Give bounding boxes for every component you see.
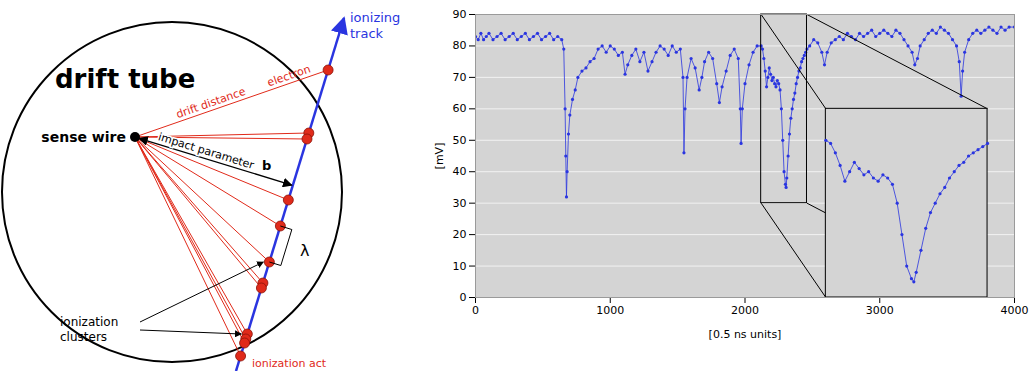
svg-text:60: 60 (453, 102, 467, 115)
svg-text:90: 90 (453, 8, 467, 21)
svg-text:[0.5 ns units]: [0.5 ns units] (709, 328, 782, 341)
svg-text:sense wire: sense wire (41, 129, 126, 145)
svg-text:track: track (350, 26, 384, 41)
svg-text:10: 10 (453, 260, 467, 273)
svg-text:1000: 1000 (596, 304, 624, 317)
svg-text:electron: electron (265, 62, 312, 89)
svg-text:30: 30 (453, 197, 467, 210)
svg-text:b: b (262, 158, 271, 173)
svg-text:2000: 2000 (731, 304, 759, 317)
svg-text:3000: 3000 (866, 304, 894, 317)
svg-text:20: 20 (453, 228, 467, 241)
svg-text:50: 50 (453, 134, 467, 147)
svg-text:ionization act: ionization act (252, 357, 327, 370)
svg-text:ionization: ionization (60, 315, 118, 329)
svg-text:40: 40 (453, 165, 467, 178)
svg-text:80: 80 (453, 39, 467, 52)
svg-text:clusters: clusters (60, 330, 107, 344)
svg-text:4000: 4000 (1001, 304, 1029, 317)
svg-text:0: 0 (472, 304, 479, 317)
svg-text:impact parameter: impact parameter (157, 130, 256, 172)
svg-text:70: 70 (453, 71, 467, 84)
svg-text:[mV]: [mV] (433, 143, 446, 170)
svg-text:ionizing: ionizing (350, 10, 400, 25)
svg-text:λ: λ (300, 241, 309, 260)
svg-text:drift distance: drift distance (174, 85, 247, 121)
svg-text:0: 0 (460, 291, 467, 304)
svg-text:drift tube: drift tube (55, 64, 195, 94)
